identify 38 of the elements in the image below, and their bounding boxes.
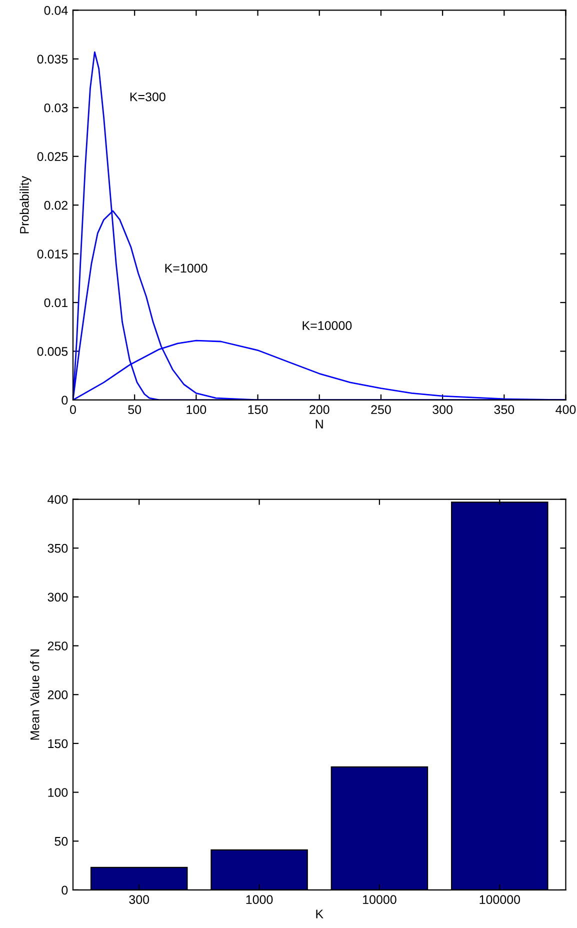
- y-tick-label: 0.035: [37, 54, 68, 64]
- x-axis-title: K: [316, 910, 324, 918]
- x-tick-label: 150: [248, 405, 268, 414]
- y-tick-label: 0.01: [44, 298, 68, 308]
- y-tick-label: 0: [62, 886, 68, 895]
- x-tick-label: 1000: [246, 895, 273, 904]
- y-tick-label: 0.015: [37, 250, 68, 258]
- x-tick-label: 0: [70, 405, 76, 414]
- x-tick-label: 100000: [480, 895, 520, 904]
- y-axis-title: Probability: [20, 176, 32, 234]
- text: K=10000: [302, 321, 352, 330]
- x-tick-label: 400: [556, 405, 576, 414]
- y-tick-label: 250: [48, 642, 68, 650]
- y-tick-label: 200: [48, 690, 68, 700]
- x-tick-label: 300: [129, 895, 150, 904]
- x-tick-label: 250: [371, 405, 391, 414]
- y-axis-title: Mean Value of N: [30, 650, 40, 740]
- x-axis-title: N: [316, 420, 323, 428]
- x-tick-label: 50: [128, 405, 142, 414]
- x-tick-label: 300: [432, 405, 452, 414]
- y-tick-label: 0.005: [37, 347, 68, 356]
- y-tick-label: 50: [54, 836, 68, 846]
- y-tick-label: 400: [48, 495, 68, 504]
- y-tick-label: 100: [48, 788, 68, 797]
- y-tick-label: 300: [48, 592, 68, 602]
- y-tick-label: 350: [48, 544, 68, 553]
- y-tick-label: 0.025: [37, 152, 68, 162]
- x-tick-label: 350: [494, 405, 514, 414]
- x-tick-label: 10000: [363, 895, 396, 904]
- y-tick-label: 0.04: [44, 6, 68, 15]
- y-tick-label: 0: [62, 396, 68, 405]
- text: K=300: [130, 92, 166, 102]
- y-tick-label: 150: [48, 739, 68, 748]
- y-tick-label: 0.02: [44, 200, 68, 210]
- x-tick-label: 200: [310, 405, 330, 414]
- text: K=1000: [165, 264, 208, 273]
- x-tick-label: 100: [186, 405, 206, 414]
- y-tick-label: 0.03: [44, 103, 68, 112]
